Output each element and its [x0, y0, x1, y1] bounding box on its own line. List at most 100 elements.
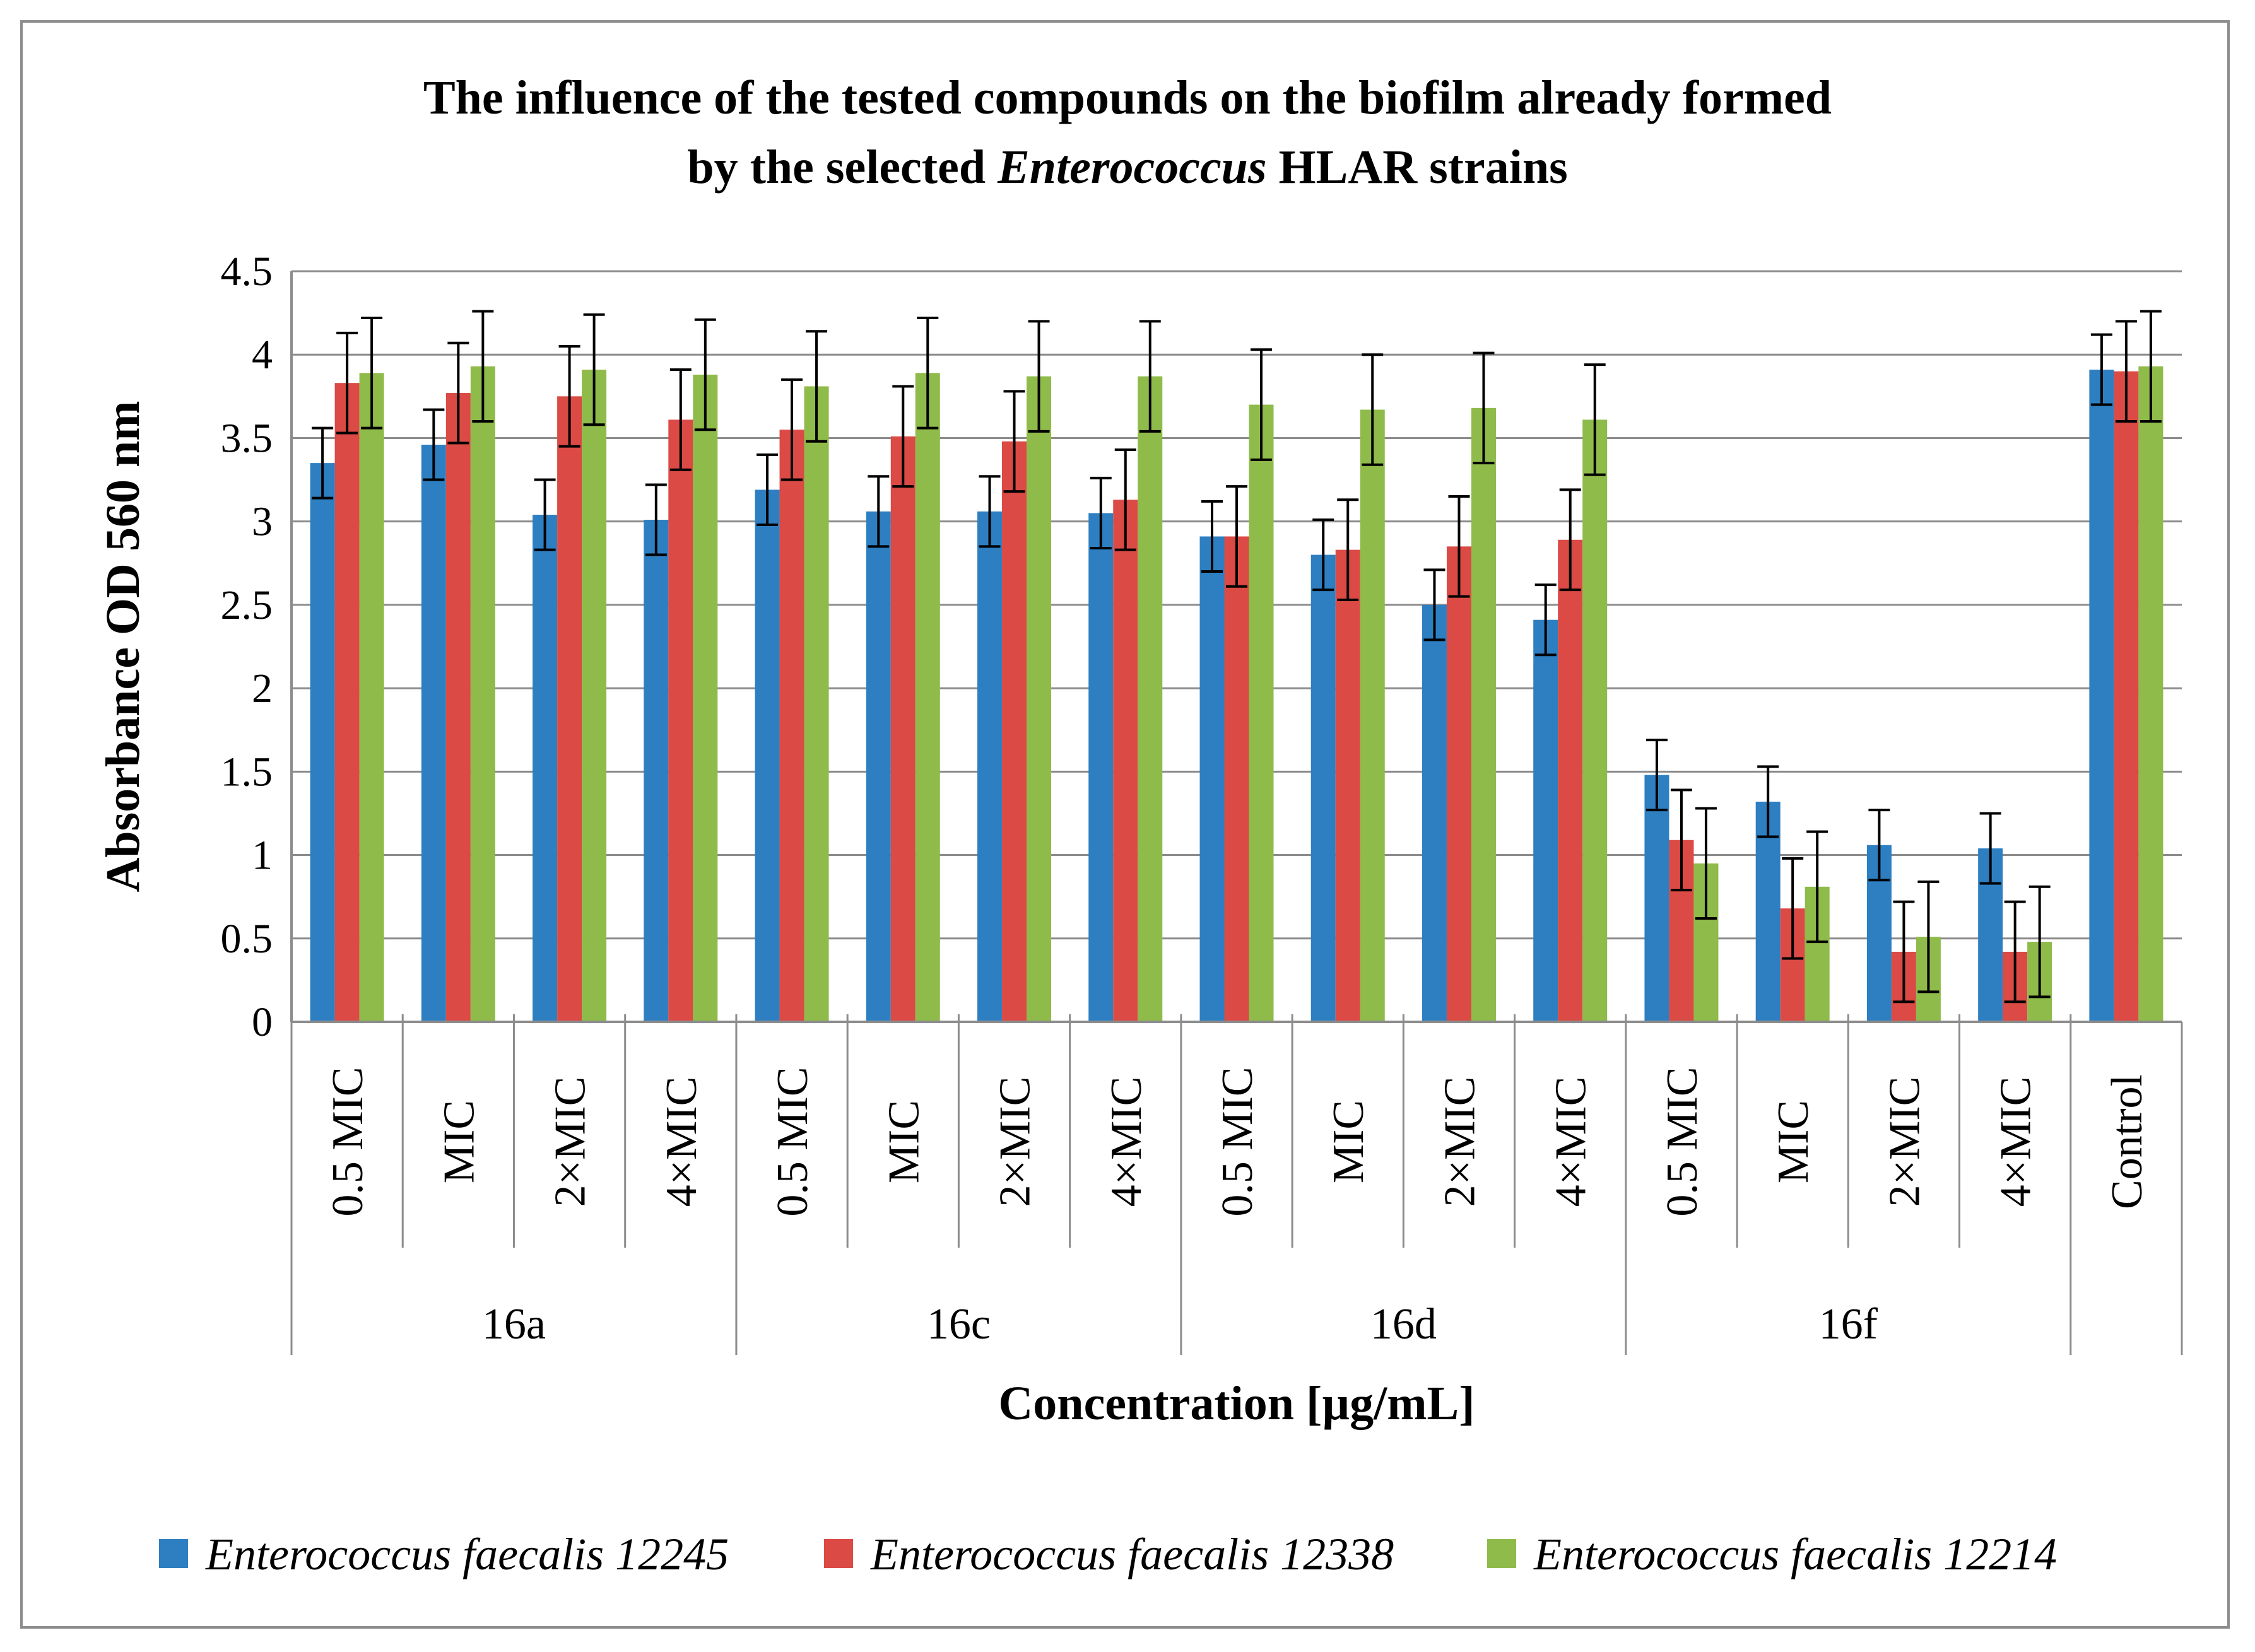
- bar: [1533, 619, 1558, 1022]
- category-label: MIC: [1324, 1100, 1373, 1183]
- error-bar: [892, 385, 914, 488]
- error-bar: [1670, 788, 1692, 892]
- bar: [1471, 407, 1496, 1022]
- bars: [310, 366, 2164, 1022]
- category-label: MIC: [1769, 1100, 1818, 1183]
- y-tick-label: 3: [252, 499, 273, 545]
- bar: [1446, 546, 1471, 1022]
- error-bar: [361, 317, 383, 430]
- category-label: 0.5 MIC: [768, 1067, 817, 1216]
- error-bar: [1201, 500, 1223, 573]
- category-label: 0.5 MIC: [324, 1067, 372, 1216]
- error-bar: [806, 330, 828, 443]
- chart-title-line1: The influence of the tested compounds on…: [423, 71, 1832, 124]
- y-axis-title: Absorbance OD 560 nm: [97, 401, 150, 892]
- y-tick-labels: 0 0.5 1 1.5 2 2.5 3 3.5 4 4.5: [221, 249, 273, 1045]
- group-label: 16d: [1370, 1300, 1437, 1349]
- category-label: 4×MIC: [657, 1077, 706, 1207]
- category-label: Control: [2103, 1074, 2152, 1209]
- group-label: 16f: [1819, 1300, 1878, 1349]
- error-bar: [1584, 363, 1606, 476]
- legend-swatch: [1487, 1539, 1516, 1568]
- bar: [470, 366, 495, 1022]
- bar: [1027, 376, 1052, 1022]
- category-label: MIC: [880, 1100, 928, 1183]
- error-bar: [1448, 495, 1470, 598]
- bar: [1335, 549, 1360, 1022]
- bar: [779, 430, 804, 1022]
- error-bars: [312, 310, 2162, 1004]
- error-bar: [1806, 830, 1828, 944]
- y-tick-label: 0.5: [221, 916, 273, 962]
- y-tick-label: 1.5: [221, 749, 273, 795]
- error-bar: [781, 378, 803, 481]
- bar: [421, 445, 446, 1022]
- bar: [2089, 370, 2114, 1022]
- bar: [2114, 371, 2139, 1022]
- legend-label: Enterococcus faecalis 12214: [1533, 1529, 2057, 1579]
- error-bar: [868, 475, 890, 548]
- group-label: 16a: [482, 1300, 546, 1349]
- error-bar: [1226, 485, 1247, 588]
- group-label: 16c: [927, 1300, 991, 1349]
- chart-title-line2-pre: by the selected: [687, 141, 998, 194]
- error-bar: [979, 475, 1001, 548]
- error-bar: [1090, 476, 1112, 549]
- bar: [890, 436, 916, 1022]
- error-bar: [1979, 812, 2001, 885]
- error-bar: [1757, 765, 1779, 838]
- y-tick-label: 1: [252, 833, 273, 879]
- error-bar: [312, 426, 334, 500]
- error-bar: [423, 408, 445, 481]
- bar: [1113, 500, 1138, 1022]
- bar: [1002, 441, 1027, 1022]
- error-bar: [1868, 809, 1890, 882]
- bar: [804, 386, 829, 1022]
- bar: [693, 374, 718, 1022]
- bar: [1422, 604, 1447, 1022]
- y-tick-label: 3.5: [221, 415, 273, 461]
- bar: [310, 463, 335, 1022]
- bar: [755, 489, 780, 1022]
- bar: [1755, 801, 1781, 1022]
- bar: [1310, 554, 1336, 1022]
- category-label: 4×MIC: [1547, 1077, 1596, 1207]
- bar: [866, 511, 891, 1022]
- category-label: 2×MIC: [991, 1077, 1040, 1207]
- error-bar: [1695, 807, 1717, 920]
- bar: [359, 373, 384, 1022]
- error-bar: [2004, 900, 2026, 1004]
- legend-item: Enterococcus faecalis 12245: [159, 1529, 729, 1579]
- group-labels: 16a 16c 16d 16f: [482, 1300, 1878, 1349]
- bar: [1558, 539, 1583, 1022]
- error-bar: [1251, 348, 1272, 461]
- error-bar: [2028, 885, 2051, 999]
- error-bar: [336, 331, 358, 435]
- bar: [582, 370, 607, 1022]
- bar: [1360, 409, 1385, 1022]
- x-axis-title: Concentration [µg/mL]: [998, 1377, 1475, 1430]
- bar: [1138, 376, 1163, 1022]
- bar: [668, 419, 693, 1022]
- error-bar: [1646, 739, 1668, 812]
- category-label: 0.5 MIC: [1213, 1067, 1262, 1216]
- error-bar: [1473, 351, 1495, 465]
- bar: [915, 373, 940, 1022]
- error-bar: [1114, 448, 1136, 551]
- bar: [557, 396, 582, 1022]
- error-bar: [558, 345, 580, 448]
- bar: [2138, 366, 2164, 1022]
- bar: [334, 383, 360, 1022]
- error-bar: [1028, 320, 1050, 433]
- bar: [1582, 419, 1608, 1022]
- category-label: 0.5 MIC: [1658, 1067, 1707, 1216]
- chart-title-line2-post: HLAR strains: [1267, 141, 1568, 194]
- y-tick-label: 2.5: [221, 582, 273, 628]
- error-bar: [1559, 488, 1581, 592]
- bar: [1644, 775, 1669, 1022]
- error-bar: [2090, 333, 2112, 406]
- legend-swatch: [824, 1539, 853, 1568]
- bar: [1224, 536, 1249, 1022]
- category-label: MIC: [435, 1100, 483, 1183]
